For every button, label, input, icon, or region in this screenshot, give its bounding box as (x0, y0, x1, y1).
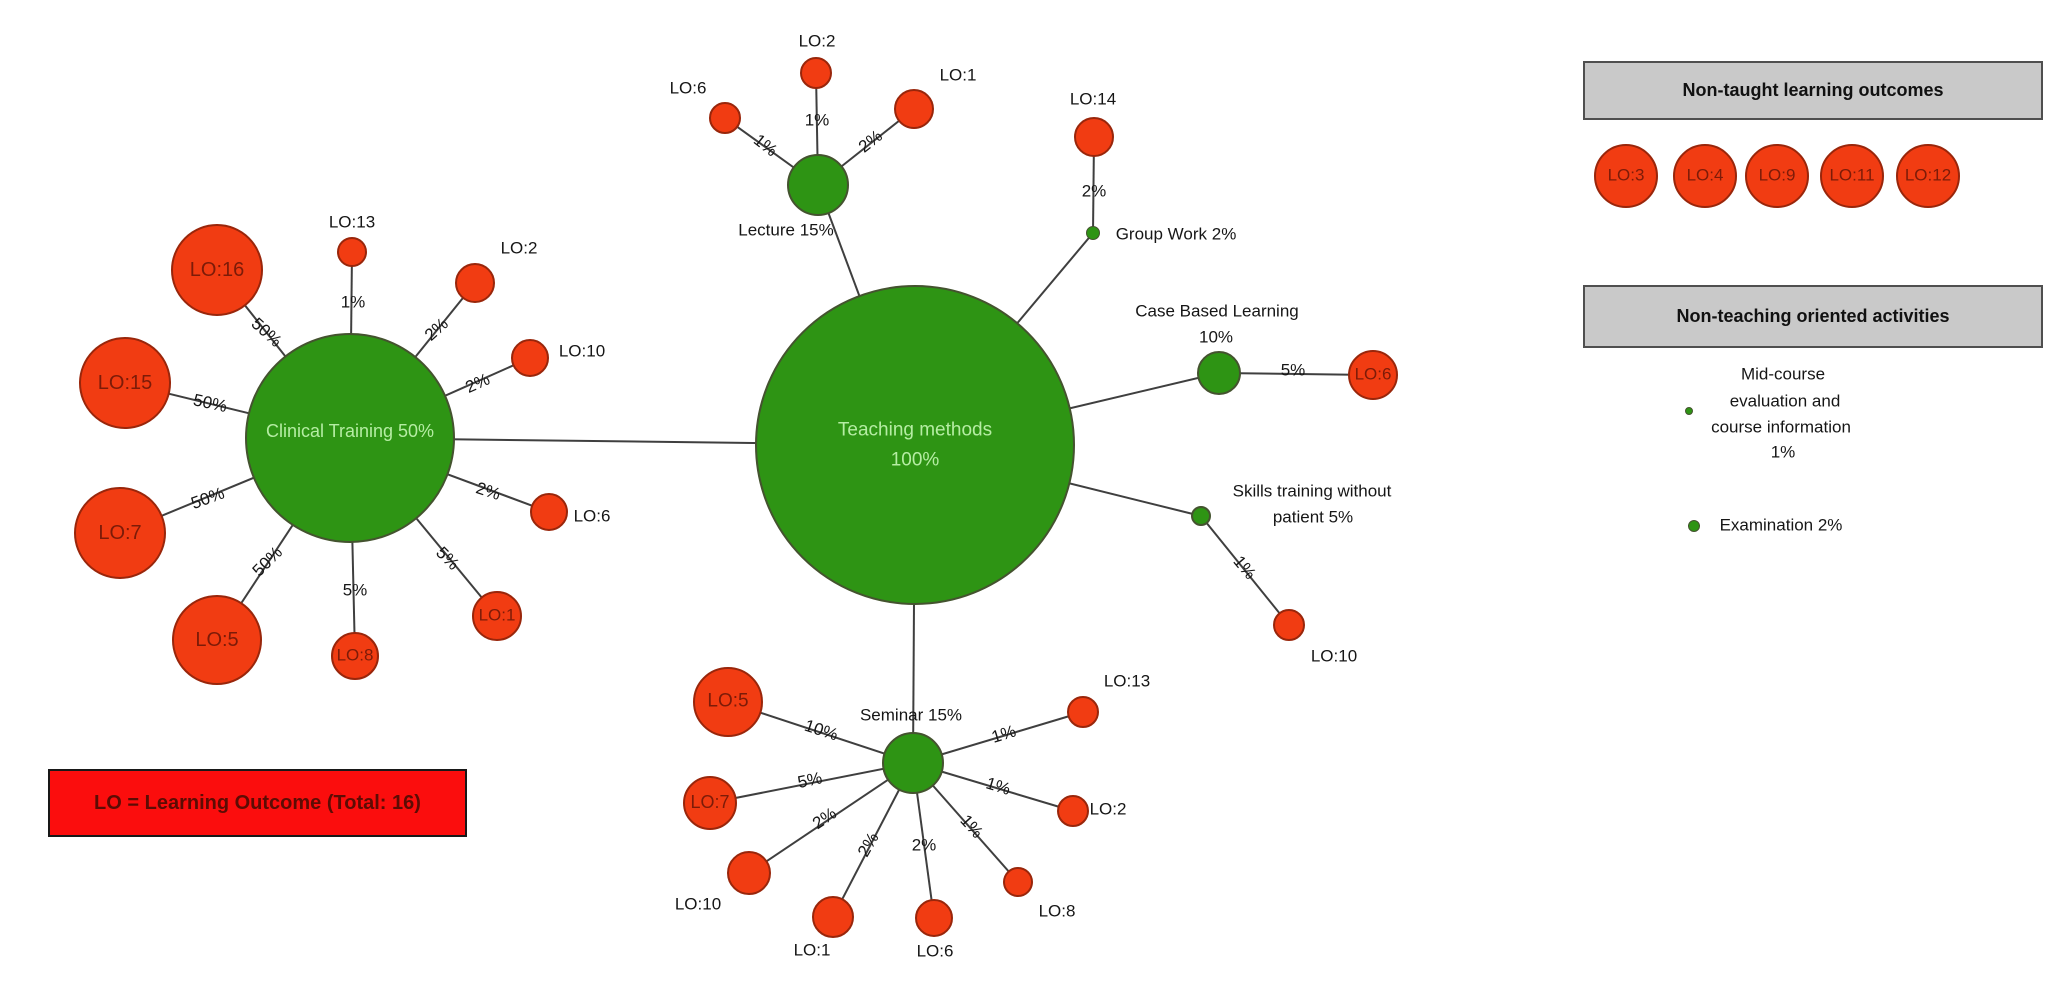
lo-node-lecture-lo2 (800, 57, 832, 89)
edge-percent-label: 1% (804, 110, 830, 130)
clinical-lo6-label: LO:6 (573, 506, 611, 526)
seminar-lo2-label: LO:2 (1089, 799, 1127, 819)
lecture-label: Lecture 15% (738, 220, 834, 240)
legend-activity-dot-0 (1685, 407, 1693, 415)
lo-node-clinical-lo16 (171, 224, 263, 316)
lo-node-clinical-lo10 (511, 339, 549, 377)
lo-note-text: LO = Learning Outcome (Total: 16) (94, 791, 421, 814)
seminar-lo5-label: LO:5 (707, 690, 749, 712)
legend-activity-label: Mid-course (1740, 364, 1826, 384)
seminar-lo1-label: LO:1 (793, 940, 831, 960)
legend-non-teaching-title: Non-teaching oriented activities (1676, 306, 1950, 326)
clinical-lo10-label: LO:10 (558, 341, 606, 361)
legend-activity-label: evaluation and (1729, 391, 1841, 411)
seminar-lo13-label: LO:13 (1103, 671, 1151, 691)
legend-lo-label: LO:4 (1686, 165, 1724, 185)
lo-node-skills-lo10 (1273, 609, 1305, 641)
method-node-lecture (787, 154, 849, 216)
clinical-lo13-label: LO:13 (328, 212, 376, 232)
lo-node-clinical-lo2 (455, 263, 495, 303)
method-node-teaching-methods (755, 285, 1075, 605)
legend-non-teaching-header: Non-teaching oriented activities (1583, 285, 2043, 348)
lo-node-clinical-lo15 (79, 337, 171, 429)
lo-node-clinical-lo1 (472, 591, 522, 641)
legend-activity-dot-1 (1688, 520, 1700, 532)
legend-non-taught-title: Non-taught learning outcomes (1682, 80, 1944, 100)
edge (1200, 515, 1290, 626)
method-node-group-work (1086, 226, 1100, 240)
lecture-lo2-label: LO:2 (798, 31, 836, 51)
lo-node-clinical-lo13 (337, 237, 367, 267)
clinical-lo15-label: LO:15 (97, 372, 153, 394)
legend-non-taught-header: Non-taught learning outcomes (1583, 61, 2043, 120)
edge (709, 762, 914, 804)
lo-node-cbl-lo6 (1348, 350, 1398, 400)
method-node-skills-training-without-patient (1191, 506, 1211, 526)
cbl-lo6-label: LO:6 (1354, 364, 1392, 384)
clinical-lo5-label: LO:5 (195, 629, 239, 651)
lo-node-seminar-lo13 (1067, 696, 1099, 728)
lo-node-seminar-lo10 (727, 851, 771, 895)
clinical-lo1-label: LO:1 (478, 605, 516, 625)
method-node-case-based-learning (1197, 351, 1241, 395)
legend-lo-circle-4 (1896, 144, 1960, 208)
lo-node-seminar-lo7 (683, 776, 737, 830)
lo-node-seminar-lo6 (915, 899, 953, 937)
seminar-lo10-label: LO:10 (674, 894, 722, 914)
edge-percent-label: 2% (911, 835, 937, 855)
lo-node-clinical-lo7 (74, 487, 166, 579)
seminar-lo7-label: LO:7 (690, 792, 730, 813)
edge (1218, 372, 1374, 376)
edge-percent-label: 1% (340, 292, 366, 312)
lo-node-seminar-lo1 (812, 896, 854, 938)
lo-node-seminar-lo5 (693, 667, 763, 737)
edge-percent-label: 5% (1280, 360, 1306, 380)
legend-activity-label: Examination 2% (1719, 515, 1843, 535)
edge (748, 762, 914, 874)
skills-lo10-label: LO:10 (1310, 646, 1358, 666)
teaching-methods-label: 100% (890, 449, 940, 471)
groupwork-lo14-label: LO:14 (1069, 89, 1117, 109)
lo-node-lecture-lo6 (709, 102, 741, 134)
lo-node-seminar-lo2 (1057, 795, 1089, 827)
group-work-label: Group Work 2% (1115, 224, 1237, 244)
legend-lo-circle-2 (1745, 144, 1809, 208)
lecture-lo1-label: LO:1 (939, 65, 977, 85)
legend-activity-label: course information (1711, 417, 1851, 437)
legend-lo-label: LO:12 (1904, 165, 1952, 185)
teaching-methods-label: Teaching methods (837, 419, 993, 441)
legend-lo-circle-0 (1594, 144, 1658, 208)
clinical-lo2-label: LO:2 (500, 238, 538, 258)
skills-training-without-patient-label: Skills training without (1232, 481, 1392, 501)
clinical-lo7-label: LO:7 (98, 522, 142, 544)
seminar-lo6-label: LO:6 (916, 941, 954, 961)
lecture-lo6-label: LO:6 (669, 78, 707, 98)
lo-node-clinical-lo5 (172, 595, 262, 685)
lo-node-seminar-lo8 (1003, 867, 1033, 897)
legend-lo-circle-1 (1673, 144, 1737, 208)
lo-node-groupwork-lo14 (1074, 117, 1114, 157)
method-node-clinical-training (245, 333, 455, 543)
legend-lo-label: LO:3 (1607, 165, 1645, 185)
lo-note-box: LO = Learning Outcome (Total: 16) (48, 769, 467, 837)
edge-percent-label: 5% (342, 580, 368, 600)
legend-lo-circle-3 (1820, 144, 1884, 208)
legend-lo-label: LO:11 (1829, 165, 1875, 185)
lo-node-clinical-lo6 (530, 493, 568, 531)
case-based-learning-label: 10% (1198, 327, 1234, 347)
skills-training-without-patient-label: patient 5% (1272, 507, 1354, 527)
legend-lo-label: LO:9 (1758, 165, 1796, 185)
clinical-lo8-label: LO:8 (336, 645, 374, 665)
lo-node-lecture-lo1 (894, 89, 934, 129)
clinical-training-label: Clinical Training 50% (265, 421, 435, 442)
case-based-learning-label: Case Based Learning (1135, 301, 1299, 321)
method-node-seminar (882, 732, 944, 794)
seminar-lo8-label: LO:8 (1038, 901, 1076, 921)
legend-activity-label: 1% (1770, 442, 1796, 462)
lo-node-clinical-lo8 (331, 632, 379, 680)
clinical-lo16-label: LO:16 (189, 259, 245, 281)
edge-percent-label: 2% (1081, 181, 1107, 201)
seminar-label: Seminar 15% (859, 705, 963, 725)
